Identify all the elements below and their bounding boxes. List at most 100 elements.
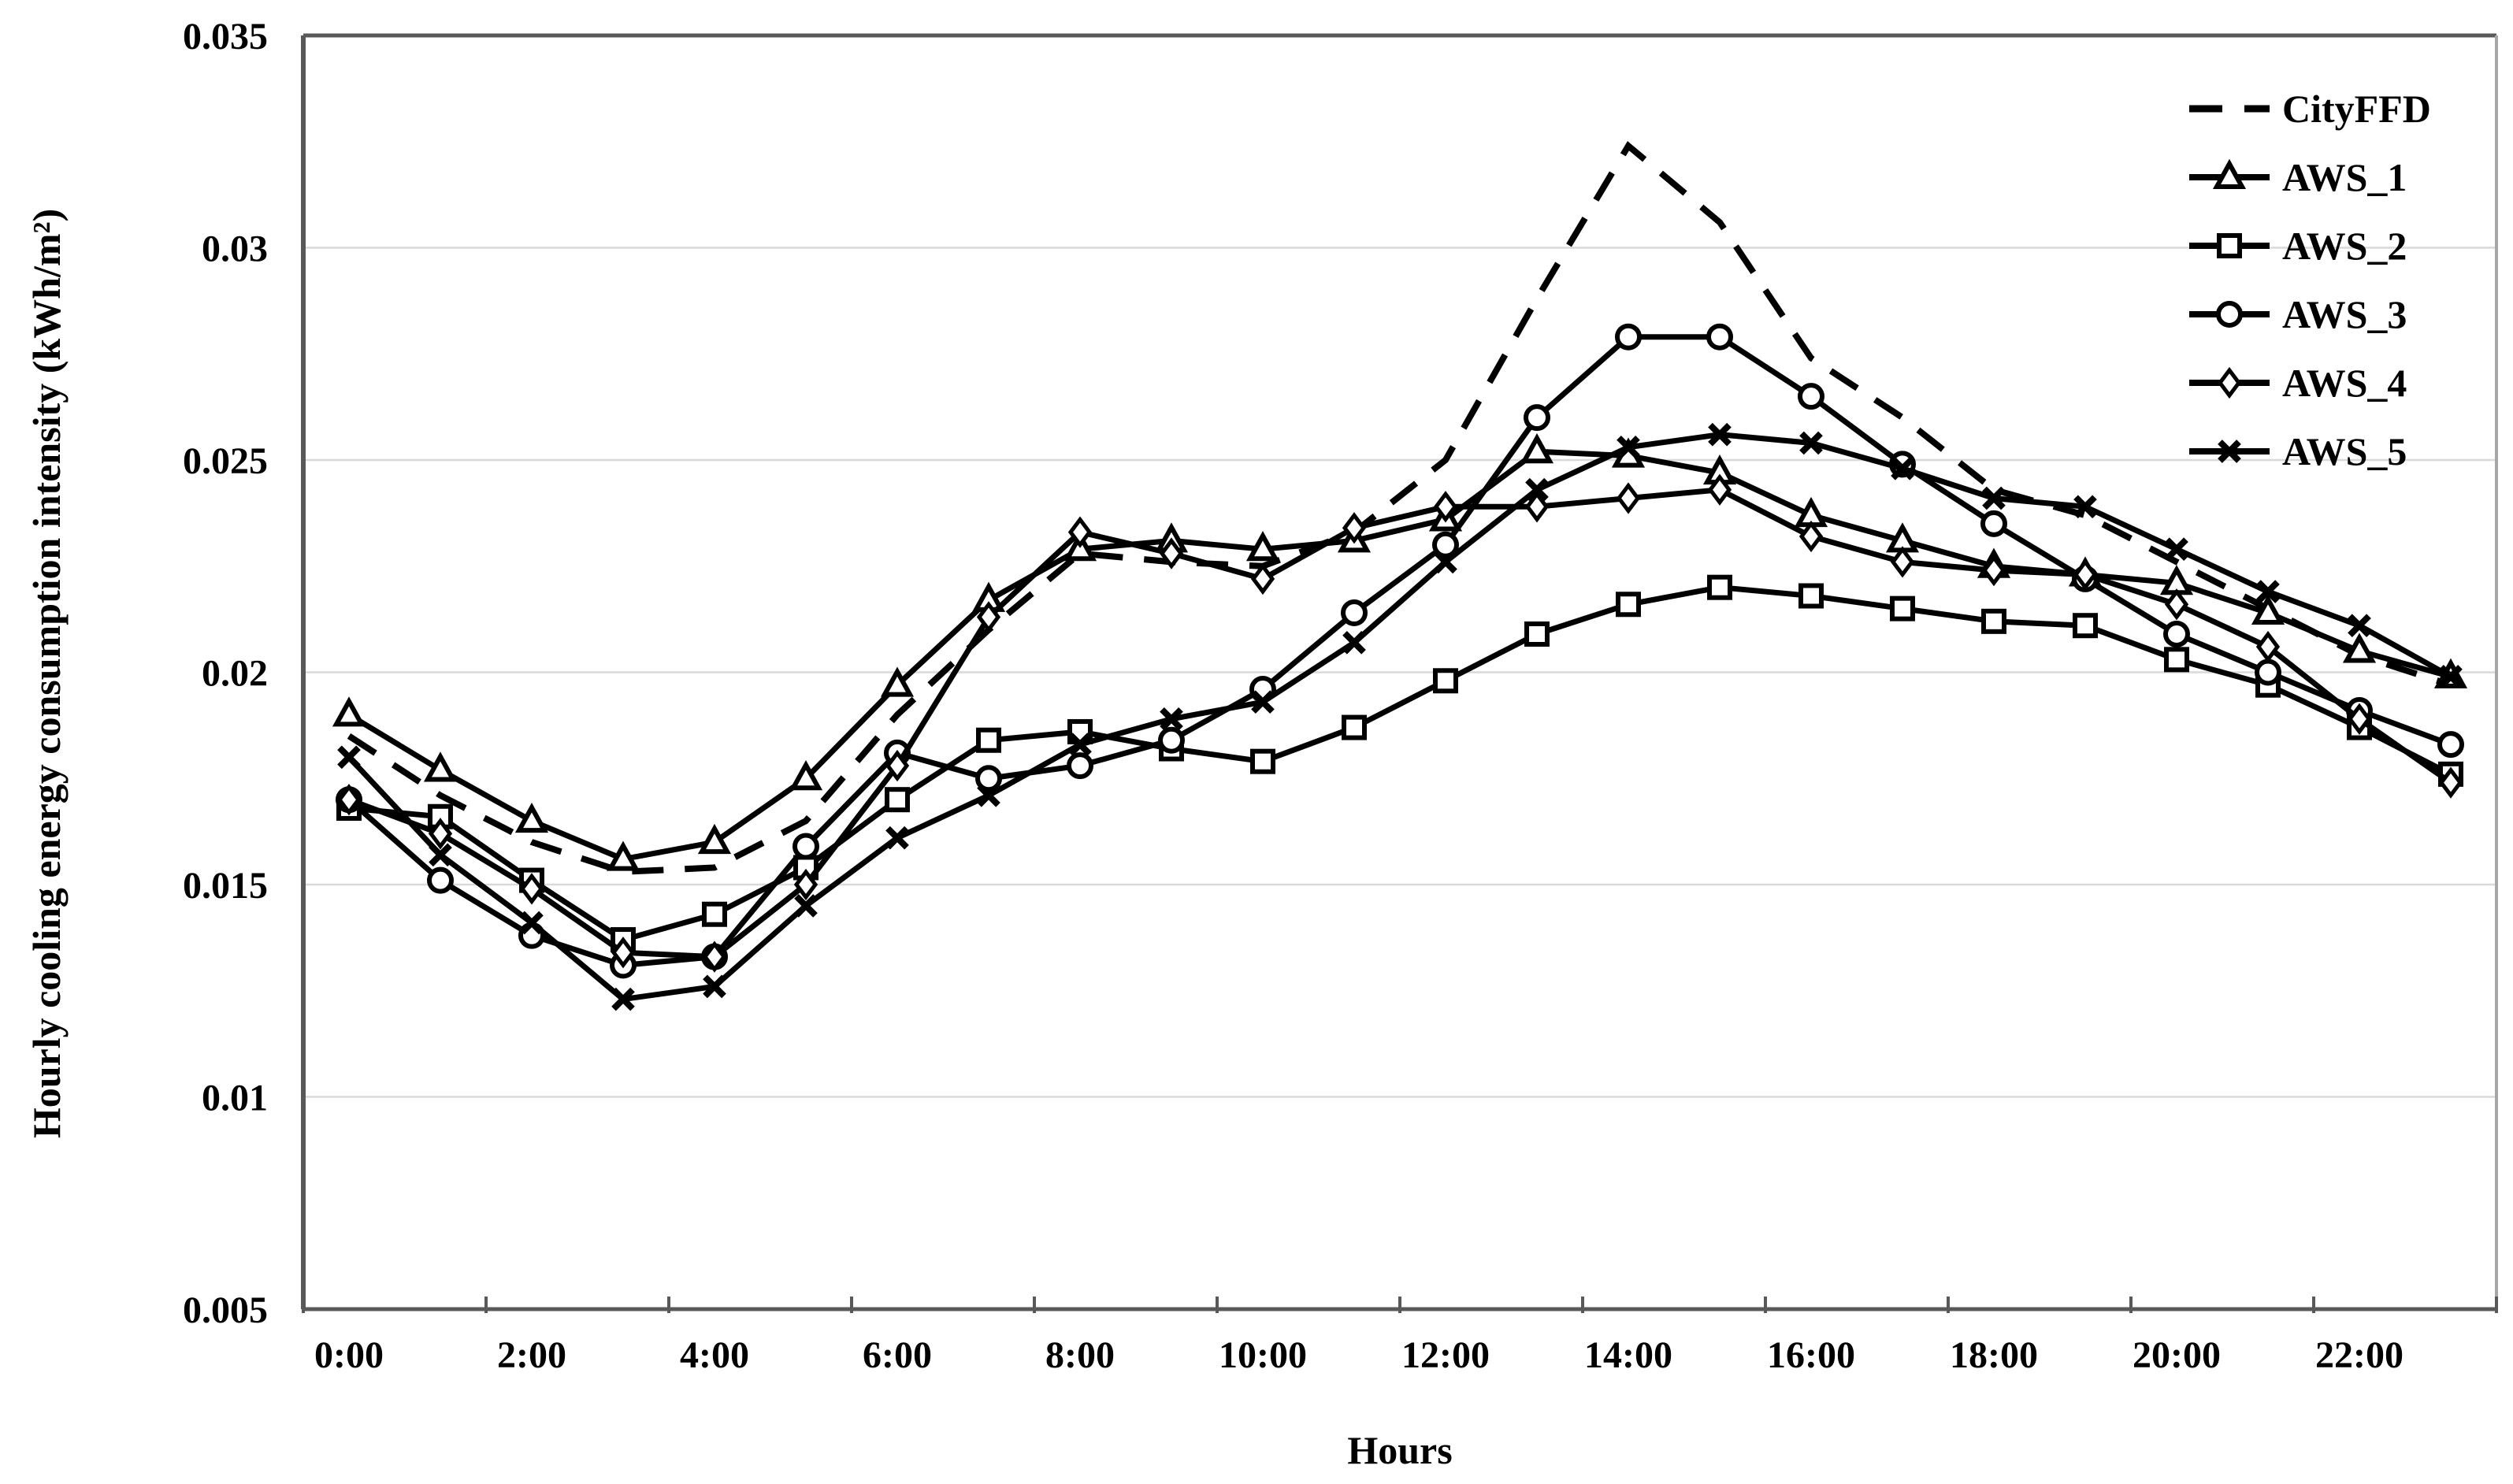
data-point-marker (2165, 537, 2188, 562)
series-AWS_4 (336, 473, 2463, 973)
data-point-marker (520, 911, 544, 935)
data-point-marker (1708, 422, 1732, 447)
y-tick-label: 0.035 (183, 16, 268, 58)
legend-item-AWS_2: AWS_2 (2189, 224, 2407, 268)
circle-icon (2216, 301, 2243, 328)
series-AWS_5 (337, 422, 2463, 1011)
data-point-marker (2251, 594, 2285, 625)
y-tick-label: 0.025 (183, 440, 268, 482)
data-point-marker (2073, 558, 2098, 591)
x-tick-label: 10:00 (1219, 1334, 1307, 1376)
data-point-marker (336, 784, 362, 816)
data-point-marker (1982, 486, 2006, 510)
data-point-marker (885, 787, 910, 813)
legend-item-AWS_5: AWS_5 (2189, 429, 2407, 473)
x-tick-label: 6:00 (863, 1334, 932, 1376)
x-tick-labels: 0:00 2:00 4:00 6:00 8:00 10:00 12:00 14:00 16:00… (314, 1334, 2403, 1376)
data-point-marker (2439, 665, 2463, 688)
data-point-marker (611, 987, 635, 1011)
legend-label: AWS_5 (2282, 429, 2407, 473)
data-point-marker (1067, 752, 1093, 780)
data-point-marker (2437, 731, 2464, 759)
series-markers-AWS_5 (337, 422, 2463, 1011)
series-line-AWS_1 (347, 448, 2452, 863)
x-axis-ticks (302, 1297, 2498, 1313)
x-tick-label: 14:00 (1584, 1334, 1672, 1376)
data-point-marker (1890, 595, 1915, 621)
x-tick-label: 20:00 (2133, 1334, 2221, 1376)
legend-label: AWS_1 (2282, 155, 2407, 199)
data-point-marker (885, 749, 910, 782)
data-point-marker (1798, 520, 1824, 553)
series-line-AWS_5 (347, 432, 2452, 1003)
y-axis-title: Hourly cooling energy consumption intens… (24, 208, 69, 1139)
data-point-marker (1342, 630, 1366, 655)
data-point-marker (429, 843, 452, 867)
legend-label: CityFFD (2282, 87, 2431, 131)
data-point-marker (702, 940, 727, 973)
data-point-marker (519, 873, 544, 905)
square-icon (2217, 233, 2242, 258)
data-point-marker (2073, 495, 2097, 519)
gridlines (303, 247, 2496, 1098)
y-tick-label: 0.015 (183, 865, 268, 907)
data-point-marker (427, 866, 454, 894)
data-point-marker (1432, 531, 1459, 558)
data-point-marker (1799, 431, 1823, 455)
data-point-marker (2256, 580, 2280, 603)
series-markers-AWS_4 (336, 473, 2463, 973)
data-point-marker (977, 783, 1000, 807)
data-point-marker (2073, 613, 2098, 639)
data-point-marker (1980, 510, 2007, 537)
data-point-marker (2255, 630, 2281, 663)
series-line-AWS_2 (348, 584, 2452, 943)
x-tick-label: 16:00 (1767, 1334, 1855, 1376)
data-point-marker (1616, 482, 1641, 514)
x-tick-label: 12:00 (1401, 1334, 1490, 1376)
data-point-marker (976, 601, 1001, 633)
data-point-marker (1981, 608, 2006, 634)
x-axis-title: Hours (1347, 1428, 1453, 1472)
data-point-marker (332, 696, 366, 727)
data-point-marker (514, 802, 549, 833)
legend-item-AWS_3: AWS_3 (2189, 292, 2407, 336)
data-point-marker (1891, 456, 1914, 480)
data-point-marker (1250, 562, 1275, 595)
data-point-marker (611, 937, 636, 969)
data-point-marker (975, 765, 1002, 792)
series-line-CityFFD (347, 141, 2452, 875)
data-point-marker (1342, 512, 1367, 544)
data-point-marker (1067, 516, 1093, 548)
data-point-marker (606, 840, 640, 871)
y-tick-labels: 0.005 0.01 0.015 0.02 0.025 0.03 0.035 (183, 16, 268, 1331)
series-CityFFD (347, 141, 2452, 875)
data-point-marker (793, 868, 818, 901)
x-tick-label: 22:00 (2315, 1334, 2403, 1376)
data-point-marker (2164, 647, 2189, 673)
data-point-marker (1160, 707, 1183, 731)
data-point-marker (1525, 477, 1549, 502)
data-point-marker (1706, 323, 1733, 351)
x-tick-label: 18:00 (1950, 1334, 2038, 1376)
data-point-marker (1616, 592, 1641, 618)
data-point-marker (2347, 703, 2372, 735)
data-point-marker (697, 823, 732, 855)
data-point-marker (976, 727, 1001, 753)
x-icon (2218, 440, 2241, 463)
series-line-AWS_4 (347, 487, 2453, 960)
data-point-marker (423, 751, 458, 782)
data-point-marker (1524, 404, 1550, 432)
data-point-marker (2163, 620, 2190, 647)
data-point-marker (2342, 633, 2377, 663)
data-point-marker (1341, 599, 1368, 627)
data-point-marker (789, 760, 823, 791)
data-point-marker (880, 666, 915, 697)
data-point-marker (1068, 733, 1092, 756)
data-point-marker (1434, 550, 1457, 574)
data-point-marker (702, 901, 727, 927)
legend-item-AWS_1: AWS_1 (2189, 155, 2407, 199)
x-tick-label: 8:00 (1045, 1334, 1115, 1376)
data-point-marker (1707, 574, 1732, 600)
